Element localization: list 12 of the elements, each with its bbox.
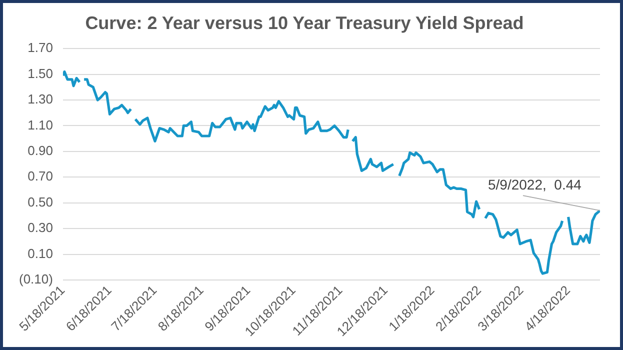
y-tick-label: 0.50 [28,194,53,210]
y-tick-label: 0.90 [28,143,53,158]
y-tick-label: 1.30 [28,92,53,107]
y-tick-label: 0.10 [28,246,53,261]
y-tick-label: 1.70 [28,40,53,56]
y-tick-label: 1.10 [28,117,53,132]
chart-title: Curve: 2 Year versus 10 Year Treasury Yield Spread [85,12,524,33]
y-tick-label: 1.50 [28,66,53,81]
y-tick-label: 0.30 [28,220,53,236]
y-tick-label: (0.10) [18,272,53,287]
annotation: 5/9/2022, 0.44 [488,176,582,192]
y-tick-label: 0.70 [28,168,53,184]
